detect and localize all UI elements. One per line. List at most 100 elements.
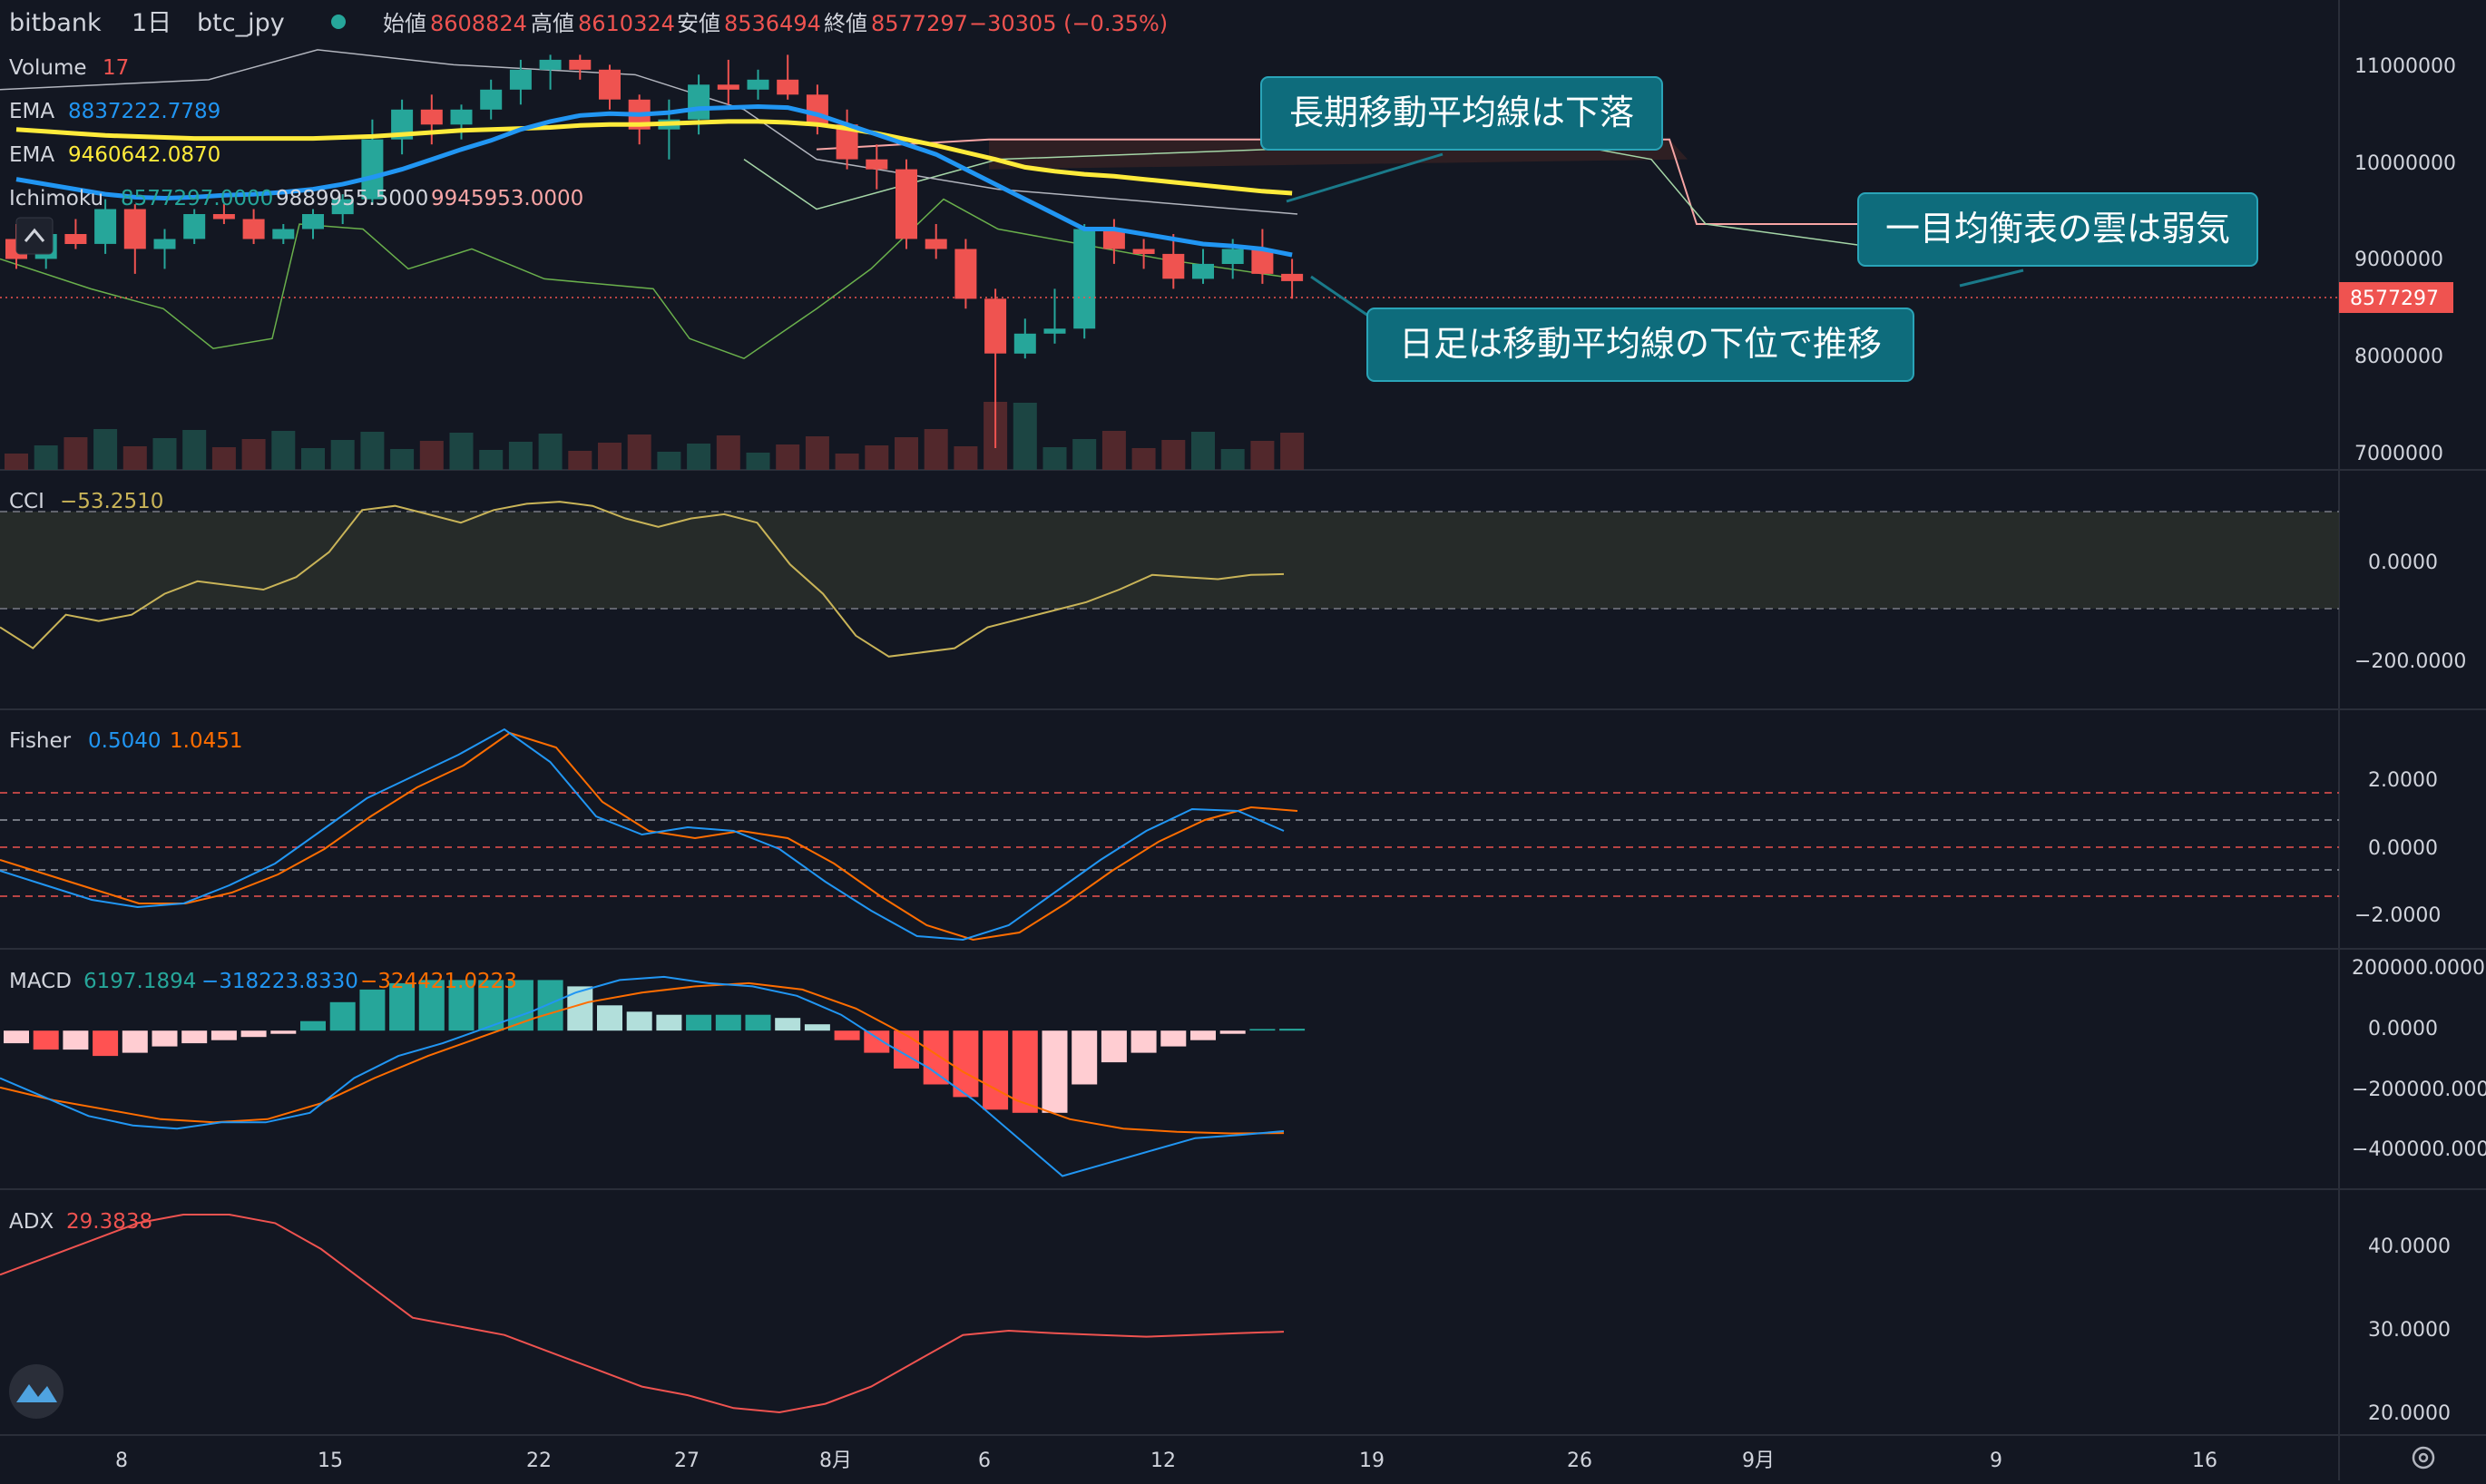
macd-hist-bar bbox=[1042, 1030, 1068, 1113]
macd-line bbox=[0, 975, 1285, 1177]
candle-body bbox=[509, 69, 532, 90]
macd-hist-bar bbox=[1249, 1029, 1276, 1031]
fisher-legend-name[interactable]: Fisher bbox=[9, 729, 72, 753]
adx-axis[interactable]: 40.0000 30.0000 20.0000 bbox=[2368, 1235, 2451, 1425]
fisher-legend-value-2: 1.0451 bbox=[170, 729, 242, 753]
volume-bar bbox=[241, 439, 266, 470]
adx-line bbox=[0, 1214, 1285, 1414]
time-tick: 26 bbox=[1567, 1450, 1592, 1472]
macd-hist-bar bbox=[567, 986, 593, 1031]
macd-hist-bar bbox=[1101, 1030, 1127, 1063]
volume-bar bbox=[1013, 403, 1037, 470]
volume-bar bbox=[449, 433, 474, 470]
volume-bar bbox=[419, 441, 444, 470]
logo-circle bbox=[9, 1364, 64, 1419]
macd-legend-value-2: −318223.8330 bbox=[201, 970, 358, 993]
candle-body bbox=[925, 239, 947, 249]
fisher-signal-line bbox=[0, 731, 1298, 942]
price-tick: 7000000 bbox=[2354, 443, 2443, 465]
fisher-axis[interactable]: 2.0000 0.0000 −2.0000 bbox=[2354, 769, 2441, 927]
settings-icon[interactable] bbox=[2412, 1446, 2435, 1469]
fisher-tick: 2.0000 bbox=[2368, 769, 2438, 792]
macd-hist-bar bbox=[1160, 1030, 1187, 1047]
volume-bar bbox=[508, 442, 533, 470]
macd-hist-bar bbox=[63, 1030, 89, 1050]
volume-bar bbox=[152, 438, 177, 470]
macd-hist-bar bbox=[864, 1030, 890, 1053]
volume-legend-name[interactable]: Volume bbox=[9, 56, 87, 80]
time-axis[interactable]: 8 15 22 27 8月 6 12 19 26 9月 9 16 bbox=[115, 1450, 2217, 1472]
volume-bar bbox=[330, 440, 355, 470]
candle-body bbox=[331, 199, 354, 215]
volume-bar bbox=[716, 435, 740, 470]
mountain-icon bbox=[16, 1384, 57, 1402]
candle-body bbox=[272, 229, 295, 239]
time-tick: 8 bbox=[115, 1450, 128, 1472]
current-price-badge-text: 8577297 bbox=[2350, 288, 2439, 310]
ichimoku-base-line bbox=[0, 49, 1298, 215]
ichimoku-legend-name[interactable]: Ichimoku bbox=[9, 187, 103, 210]
volume-bar bbox=[776, 444, 800, 470]
price-axis[interactable]: 11000000 10000000 9000000 8000000 700000… bbox=[2354, 55, 2456, 465]
annotation-daily-box[interactable] bbox=[1366, 308, 1914, 382]
open-value: 8608824 bbox=[430, 11, 527, 36]
adx-legend-value: 29.3838 bbox=[66, 1210, 152, 1234]
adx-tick: 30.0000 bbox=[2368, 1319, 2451, 1342]
macd-histogram bbox=[4, 980, 1306, 1113]
candle-body bbox=[688, 84, 710, 120]
volume-bar bbox=[687, 444, 711, 470]
annotation-long-ma-text: 長期移動平均線は下落 bbox=[1289, 93, 1634, 132]
macd-hist-bar bbox=[745, 1014, 771, 1031]
candle-body bbox=[539, 59, 562, 70]
adx-legend-name[interactable]: ADX bbox=[9, 1210, 54, 1234]
macd-hist-bar bbox=[152, 1030, 178, 1047]
open-label: 始値 bbox=[383, 11, 426, 36]
annotation-cloud-box[interactable] bbox=[1857, 192, 2258, 267]
macd-hist-bar bbox=[1219, 1030, 1246, 1034]
volume-bar bbox=[538, 434, 563, 470]
tradingview-logo[interactable] bbox=[9, 1364, 64, 1419]
macd-hist-bar bbox=[329, 1001, 356, 1031]
low-value: 8536494 bbox=[724, 11, 821, 36]
time-tick: 6 bbox=[978, 1450, 991, 1472]
macd-hist-bar bbox=[240, 1030, 267, 1038]
macd-tick: 200000.0000 bbox=[2352, 957, 2485, 980]
time-tick: 19 bbox=[1359, 1450, 1385, 1472]
volume-bar bbox=[64, 437, 88, 470]
legend-collapse-button[interactable] bbox=[15, 217, 54, 255]
cci-band bbox=[0, 512, 2339, 609]
macd-hist-bar bbox=[33, 1030, 59, 1050]
macd-hist-bar bbox=[686, 1014, 712, 1031]
ema1-legend-name[interactable]: EMA bbox=[9, 100, 54, 123]
annotation-long-ma-box[interactable] bbox=[1260, 76, 1663, 151]
macd-hist-bar bbox=[359, 989, 386, 1031]
exchange-name: bitbank bbox=[9, 9, 102, 37]
ichimoku-lagging-span bbox=[0, 198, 1298, 360]
interval-label[interactable]: 1日 bbox=[132, 9, 171, 37]
macd-axis[interactable]: 200000.0000 0.0000 −200000.0000 −400000.… bbox=[2352, 957, 2486, 1161]
macd-hist-bar bbox=[418, 980, 445, 1031]
ema-lines bbox=[15, 103, 1293, 258]
symbol-label[interactable]: btc_jpy bbox=[197, 9, 285, 37]
macd-legend-name[interactable]: MACD bbox=[9, 970, 72, 993]
chart-header: bitbank 1日 btc_jpy 始値 8608824 高値 8610324… bbox=[9, 9, 1168, 37]
cci-legend-name[interactable]: CCI bbox=[9, 490, 44, 513]
candle-body bbox=[984, 298, 1007, 354]
volume-legend-value: 17 bbox=[103, 56, 129, 80]
candle-body bbox=[1192, 263, 1214, 279]
cci-axis[interactable]: 0.0000 −200.0000 bbox=[2354, 552, 2466, 673]
macd-tick: −200000.0000 bbox=[2352, 1079, 2486, 1101]
time-tick: 15 bbox=[318, 1450, 343, 1472]
macd-hist-bar bbox=[93, 1030, 119, 1057]
candle-body bbox=[153, 239, 176, 249]
chevron-up-icon bbox=[24, 228, 45, 242]
ema2-legend-name[interactable]: EMA bbox=[9, 143, 54, 167]
fisher-tick: −2.0000 bbox=[2354, 904, 2441, 927]
macd-hist-bar bbox=[448, 980, 475, 1031]
candle-body bbox=[896, 169, 917, 239]
volume-bar bbox=[598, 443, 622, 470]
macd-hist-bar bbox=[1012, 1030, 1038, 1113]
macd-hist-bar bbox=[270, 1030, 297, 1034]
